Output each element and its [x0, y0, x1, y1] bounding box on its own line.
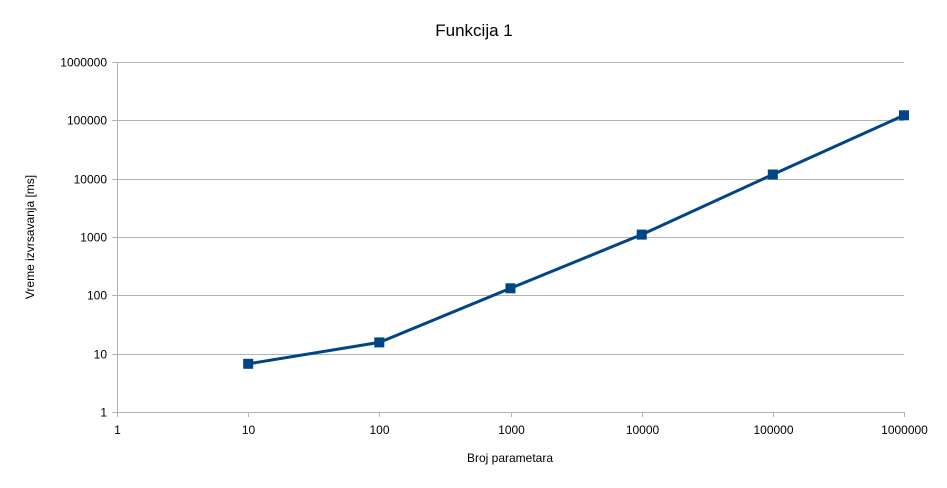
x-tick-label: 1000: [498, 423, 525, 437]
x-tick-label: 10: [242, 423, 256, 437]
x-tick-label: 100: [369, 423, 389, 437]
x-tick-label: 10000: [626, 423, 660, 437]
chart-title: Funkcija 1: [435, 21, 512, 40]
y-tick-label: 1000: [80, 231, 107, 245]
y-tick-label: 10000: [74, 173, 108, 187]
x-tick-label: 1000000: [881, 423, 928, 437]
data-point-marker: [767, 169, 778, 180]
data-series: [243, 110, 909, 369]
data-point-marker: [374, 337, 385, 348]
y-tick-label: 10: [94, 348, 108, 362]
x-axis-label: Broj parametara: [467, 451, 553, 465]
y-tick-label: 100: [87, 289, 107, 303]
data-point-marker: [899, 110, 909, 121]
data-point-marker: [636, 229, 647, 240]
axes: [117, 62, 905, 417]
data-point-marker: [243, 358, 254, 369]
y-axis-label: Vreme izvrsavanja [ms]: [23, 175, 37, 299]
y-tick-label: 100000: [67, 114, 107, 128]
x-tick-label: 100000: [753, 423, 793, 437]
y-tick-label: 1000000: [60, 56, 107, 70]
grid-lines: [112, 62, 904, 413]
y-tick-labels: 1 10 100 1000 10000 100000 1000000: [60, 56, 107, 420]
data-point-marker: [505, 283, 516, 294]
series-line: [246, 113, 906, 366]
x-tick-labels: 1 10 100 1000 10000 100000 1000000: [114, 423, 928, 437]
x-tick-label: 1: [114, 423, 121, 437]
y-tick-label: 1: [100, 406, 107, 420]
